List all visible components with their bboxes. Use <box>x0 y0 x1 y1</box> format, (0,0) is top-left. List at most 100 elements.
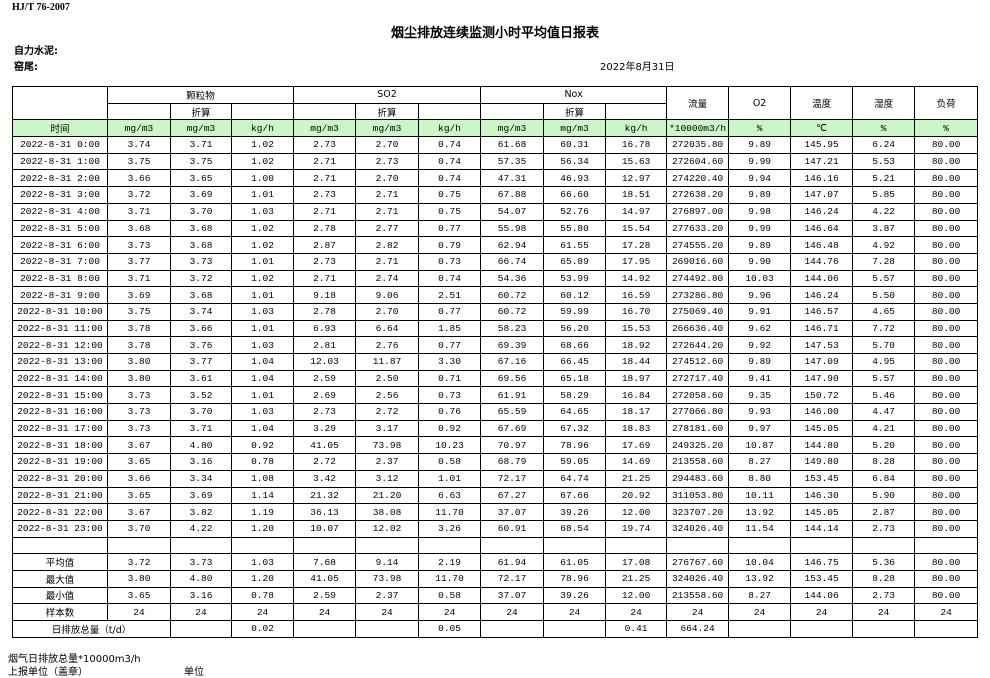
value-cell: 10.23 <box>418 436 482 455</box>
summary-cell: 41.05 <box>293 569 357 588</box>
column-header: 温度 <box>790 85 854 121</box>
value-cell: 2.71 <box>293 169 357 188</box>
cell <box>790 620 854 638</box>
value-cell: 1.04 <box>230 369 295 388</box>
value-cell: 78.96 <box>543 436 607 455</box>
value-cell: 11.87 <box>355 353 420 371</box>
table-row: 最小值 3.65 3.16 0.78 2.59 2.37 0.58 37.07 39.26 12.… <box>12 586 979 605</box>
value-cell: 0.92 <box>418 419 482 438</box>
summary-cell: 1.03 <box>230 553 295 571</box>
value-cell: 80.00 <box>914 152 979 171</box>
unit-header: % <box>914 119 979 138</box>
value-cell: 9.92 <box>728 336 792 354</box>
summary-cell: 80.00 <box>914 553 979 571</box>
value-cell: 15.53 <box>605 319 668 338</box>
value-cell: 2.73 <box>293 403 357 421</box>
total-cell: 0.41 <box>605 620 668 638</box>
value-cell: 61.68 <box>480 136 545 154</box>
value-cell: 6.84 <box>852 469 916 488</box>
group-header: SO2 <box>293 86 482 104</box>
value-cell: 3.30 <box>418 353 482 371</box>
table-row: 2022-8-31 11:00 3.78 3.66 1.01 6.93 6.64 1.85 5… <box>12 319 979 338</box>
value-cell: 144.80 <box>790 436 854 455</box>
table-row: 2022-8-31 2:00 3.66 3.65 1.00 2.71 2.70 0.74 47… <box>12 169 979 188</box>
value-cell: 19.74 <box>605 519 668 538</box>
summary-cell: 144.06 <box>790 586 854 605</box>
value-cell: 3.78 <box>107 319 171 338</box>
value-cell: 10.11 <box>728 486 792 505</box>
value-cell: 0.77 <box>418 219 482 238</box>
value-cell: 18.51 <box>605 186 668 204</box>
value-cell: 2.70 <box>355 302 420 321</box>
value-cell: 274555.20 <box>666 236 730 254</box>
value-cell: 1.14 <box>230 486 295 505</box>
value-cell: 0.74 <box>418 136 482 154</box>
value-cell: 5.21 <box>852 169 916 188</box>
value-cell: 7.28 <box>852 252 916 271</box>
summary-cell: 13.92 <box>728 569 792 588</box>
cell <box>852 620 916 638</box>
value-cell: 59.05 <box>543 453 607 471</box>
value-cell: 149.80 <box>790 453 854 471</box>
table-row: 2022-8-31 14:00 3.80 3.61 1.04 2.59 2.50 0.71 6… <box>12 369 979 388</box>
cell <box>293 536 357 555</box>
time-cell: 2022-8-31 11:00 <box>12 319 108 338</box>
summary-cell: 4.80 <box>170 569 232 588</box>
value-cell: 6.63 <box>418 486 482 505</box>
value-cell: 9.18 <box>293 286 357 304</box>
value-cell: 17.69 <box>605 436 668 455</box>
summary-cell: 10.04 <box>728 553 792 571</box>
summary-cell: 2.73 <box>852 586 916 605</box>
value-cell: 323707.20 <box>666 503 730 521</box>
value-cell: 18.17 <box>605 403 668 421</box>
value-cell: 2.73 <box>293 186 357 204</box>
value-cell: 1.01 <box>418 469 482 488</box>
value-cell: 60.12 <box>543 286 607 304</box>
value-cell: 1.19 <box>230 503 295 521</box>
value-cell: 9.89 <box>728 236 792 254</box>
value-cell: 21.25 <box>605 469 668 488</box>
value-cell: 1.01 <box>230 186 295 204</box>
value-cell: 8.80 <box>728 469 792 488</box>
value-cell: 3.12 <box>355 469 420 488</box>
total-cell: 0.05 <box>418 620 482 638</box>
value-cell: 80.00 <box>914 219 979 238</box>
table-row: 2022-8-31 23:00 3.70 4.22 1.20 10.07 12.02 3.2… <box>12 519 979 538</box>
table-row: 最大值 3.80 4.80 1.20 41.05 73.98 11.70 72.17 78.96… <box>12 569 979 588</box>
unit-header: mg/m3 <box>543 119 607 138</box>
summary-cell: 24 <box>170 603 232 621</box>
value-cell: 1.02 <box>230 269 295 288</box>
value-cell: 3.66 <box>170 319 232 338</box>
value-cell: 0.74 <box>418 269 482 288</box>
value-cell: 80.00 <box>914 419 979 438</box>
value-cell: 15.63 <box>605 152 668 171</box>
cell <box>170 536 232 555</box>
value-cell: 46.93 <box>543 169 607 188</box>
value-cell: 80.00 <box>914 269 979 288</box>
value-cell: 147.09 <box>790 353 854 371</box>
value-cell: 2.70 <box>355 169 420 188</box>
table-row: 2022-8-31 19:00 3.65 3.16 0.78 2.72 2.37 0.58 6… <box>12 453 979 471</box>
value-cell: 5.85 <box>852 186 916 204</box>
table-row: 2022-8-31 20:00 3.66 3.34 1.08 3.42 3.12 1.01 7… <box>12 469 979 488</box>
value-cell: 4.65 <box>852 302 916 321</box>
value-cell: 2.72 <box>355 403 420 421</box>
value-cell: 3.71 <box>107 269 171 288</box>
value-cell: 147.07 <box>790 186 854 204</box>
table-row: 2022-8-31 22:00 3.67 3.82 1.19 36.13 38.08 11.… <box>12 503 979 521</box>
value-cell: 36.13 <box>293 503 357 521</box>
summary-cell: 9.14 <box>355 553 420 571</box>
time-cell: 2022-8-31 17:00 <box>12 419 108 438</box>
summary-cell: 12.00 <box>605 586 668 605</box>
value-cell: 58.23 <box>480 319 545 338</box>
value-cell: 272058.60 <box>666 386 730 405</box>
time-cell: 2022-8-31 10:00 <box>12 302 108 321</box>
value-cell: 3.52 <box>170 386 232 405</box>
value-cell: 11.54 <box>728 519 792 538</box>
value-cell: 80.00 <box>914 286 979 304</box>
table-row: 折算 折算 折算 <box>13 102 978 121</box>
summary-cell: 153.45 <box>790 569 854 588</box>
value-cell: 0.58 <box>418 453 482 471</box>
value-cell: 69.39 <box>480 336 545 354</box>
value-cell: 2.72 <box>293 453 357 471</box>
